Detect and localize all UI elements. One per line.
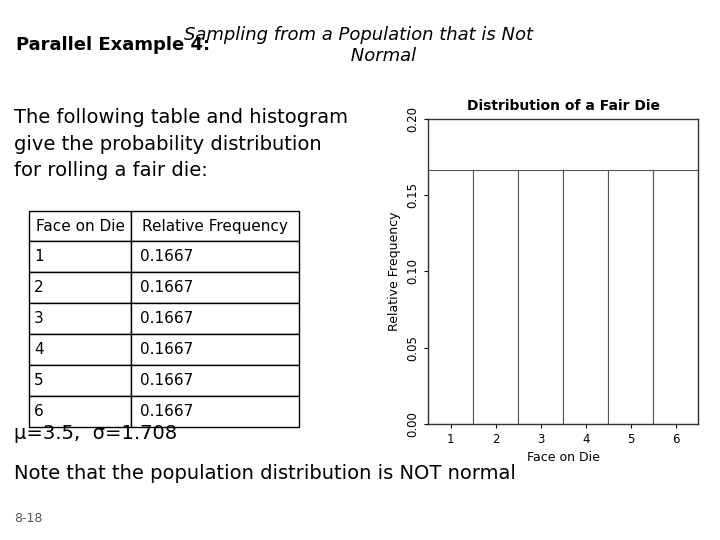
Text: Note that the population distribution is NOT normal: Note that the population distribution is… <box>14 464 516 483</box>
Text: Parallel Example 4:: Parallel Example 4: <box>16 36 210 55</box>
Text: μ=3.5,  σ=1.708: μ=3.5, σ=1.708 <box>14 424 178 443</box>
Title: Distribution of a Fair Die: Distribution of a Fair Die <box>467 99 660 113</box>
Bar <box>518 170 563 424</box>
Text: 8-18: 8-18 <box>14 512 42 525</box>
Text: The following table and histogram
give the probability distribution
for rolling : The following table and histogram give t… <box>14 108 348 180</box>
Bar <box>474 170 518 424</box>
Text: Sampling from a Population that is Not
                             Normal: Sampling from a Population that is Not N… <box>184 26 533 65</box>
Bar <box>428 170 474 424</box>
Y-axis label: Relative Frequency: Relative Frequency <box>388 212 401 331</box>
X-axis label: Face on Die: Face on Die <box>527 451 600 464</box>
Bar <box>608 170 654 424</box>
Bar <box>654 170 698 424</box>
Bar <box>563 170 608 424</box>
